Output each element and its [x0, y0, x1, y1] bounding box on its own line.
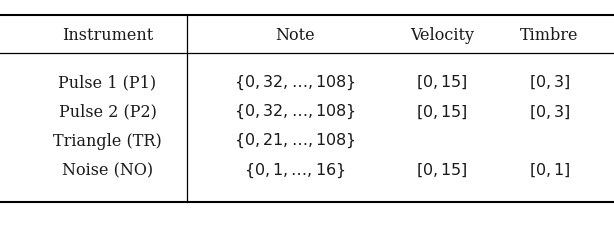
Text: $[0, 15]$: $[0, 15]$	[416, 103, 468, 120]
Text: $\{0, 32, \ldots, 108\}$: $\{0, 32, \ldots, 108\}$	[234, 73, 356, 91]
Text: $[0, 3]$: $[0, 3]$	[529, 103, 570, 120]
Text: Instrument: Instrument	[62, 26, 153, 43]
Text: $\{0, 21, \ldots, 108\}$: $\{0, 21, \ldots, 108\}$	[234, 131, 356, 150]
Text: Noise (NO): Noise (NO)	[62, 161, 153, 178]
Text: Triangle (TR): Triangle (TR)	[53, 132, 162, 149]
Text: Note: Note	[275, 26, 314, 43]
Text: $[0, 15]$: $[0, 15]$	[416, 161, 468, 179]
Text: $[0, 3]$: $[0, 3]$	[529, 73, 570, 91]
Text: $[0, 1]$: $[0, 1]$	[529, 161, 570, 179]
Text: $\{0, 1, \ldots, 16\}$: $\{0, 1, \ldots, 16\}$	[244, 161, 346, 179]
Text: Velocity: Velocity	[410, 26, 474, 43]
Text: Pulse 1 (P1): Pulse 1 (P1)	[58, 74, 157, 91]
Text: $[0, 15]$: $[0, 15]$	[416, 73, 468, 91]
Text: Timbre: Timbre	[520, 26, 579, 43]
Text: $\{0, 32, \ldots, 108\}$: $\{0, 32, \ldots, 108\}$	[234, 102, 356, 121]
Text: Pulse 2 (P2): Pulse 2 (P2)	[58, 103, 157, 120]
